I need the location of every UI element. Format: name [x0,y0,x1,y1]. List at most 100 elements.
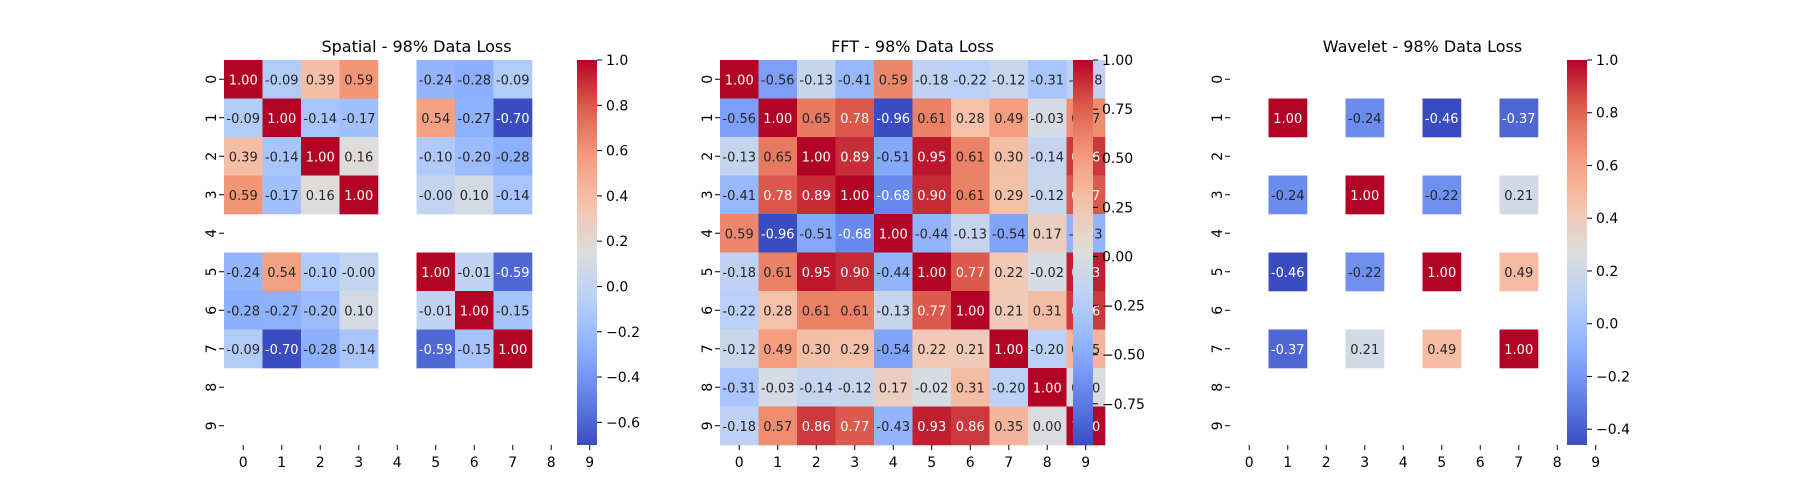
spatial-cell [455,98,494,138]
fft-cell [951,60,990,99]
fft-cell-label: 0.31 [956,381,985,396]
fft-cell [1028,406,1067,446]
fft-x-tick-label: 2 [812,455,821,471]
spatial-cell-label: 0.39 [306,73,335,88]
fft-cell [874,406,913,446]
wavelet-cell [1345,175,1385,215]
spatial-cell [339,137,379,176]
fft-cell [912,60,952,99]
fft-cell [758,252,798,292]
fft-cell [720,175,759,215]
spatial-colorbar-tick-label: 0.2 [606,234,628,250]
spatial-cell [301,60,340,99]
fft-cell-label: 0.49 [994,112,1023,127]
fft-cell-label: 0.86 [802,420,831,435]
spatial-cell [224,175,263,215]
spatial-cell-label: 0.10 [460,189,489,204]
spatial-cell [224,60,263,99]
spatial-cell-label: -0.28 [496,150,530,165]
fft-x-tick-label: 7 [1004,455,1013,471]
fft-cell [720,368,759,407]
spatial-cell [493,175,533,215]
spatial-cell [339,329,379,369]
spatial-x-tick-label: 1 [277,455,286,471]
spatial-cell-label: -0.27 [265,304,299,319]
fft-cell [951,368,990,407]
spatial-cell-label: -0.20 [457,150,491,165]
fft-cell-label: 0.65 [802,112,831,127]
wavelet-cell-label: 0.49 [1504,266,1533,281]
fft-cell-label: -0.96 [761,227,795,242]
wavelet-cell-label: 1.00 [1504,343,1533,358]
spatial-cell [455,252,494,292]
fft-cell [835,368,875,407]
fft-cell [912,98,952,138]
spatial-colorbar-tick-label: 0.4 [606,189,628,205]
fft-cell [1028,60,1067,99]
fft-cell [1028,214,1067,253]
wavelet-cell-label: -0.24 [1348,112,1382,127]
fft-cell [797,291,836,330]
spatial-colorbar [577,60,597,445]
wavelet-cell-label: 0.49 [1427,343,1456,358]
wavelet-cell-label: -0.46 [1425,112,1459,127]
wavelet-colorbar-tick-label: 1.0 [1596,53,1618,69]
fft-colorbar-tick-label: 0.75 [1102,102,1133,118]
spatial-y-tick-label: 5 [204,267,220,276]
wavelet-y-tick-label: 9 [1210,421,1226,430]
spatial-cell [455,329,494,369]
wavelet-cell-label: -0.37 [1271,343,1305,358]
fft-cell [797,98,836,138]
fft-cell [912,252,952,292]
fft-cell [1028,98,1067,138]
fft-cell [912,368,952,407]
fft-cell-label: 0.90 [840,266,869,281]
wavelet-x-tick-label: 7 [1514,455,1523,471]
spatial-cell-label: -0.59 [419,343,453,358]
spatial-cell-label: -0.17 [265,189,299,204]
fft-cell [912,137,952,176]
fft-cell [951,406,990,446]
spatial-cell [493,60,533,99]
fft-cell-label: 1.00 [1033,381,1062,396]
fft-cell-label: 0.86 [956,420,985,435]
wavelet-y-tick-label: 2 [1210,152,1226,161]
wavelet-title: Wavelet - 98% Data Loss [1323,37,1522,56]
fft-cell [951,98,990,138]
spatial-cell-label: 0.59 [229,189,258,204]
fft-cell [797,175,836,215]
fft-cell [912,329,952,369]
spatial-x-tick-label: 2 [316,455,325,471]
fft-cell-label: 1.00 [917,266,946,281]
fft-cell-label: 0.59 [879,73,908,88]
fft-cell [720,137,759,176]
fft-cell-label: -0.96 [876,112,910,127]
fft-cell-label: 0.28 [956,112,985,127]
spatial-cell-label: -0.09 [226,112,260,127]
fft-cell-label: 1.00 [956,304,985,319]
fft-cell-label: 0.35 [994,420,1023,435]
fft-cell-label: -0.02 [1030,266,1064,281]
spatial-cell-label: -0.14 [303,112,337,127]
spatial-x-tick-label: 5 [431,455,440,471]
spatial-cell-label: -0.15 [496,304,530,319]
wavelet-cell-label: -0.37 [1502,112,1536,127]
fft-cell-label: 1.00 [802,150,831,165]
fft-cell-label: -0.14 [799,381,833,396]
spatial-colorbar-tick-label: −0.2 [606,325,640,341]
fft-cell-label: 0.59 [725,227,754,242]
fft-colorbar-tick-label: 0.25 [1102,200,1133,216]
spatial-cell [339,60,379,99]
fft-cell-label: -0.68 [876,189,910,204]
wavelet-x-tick-label: 0 [1245,455,1254,471]
fft-cell [989,137,1029,176]
fft-cell-label: 0.77 [956,266,985,281]
spatial-colorbar-tick-label: 0.6 [606,144,628,160]
spatial-y-tick-label: 8 [204,383,220,392]
fft-cell-label: 0.30 [994,150,1023,165]
spatial-colorbar-tick-label: 0.8 [606,98,628,114]
wavelet-cell [1268,252,1308,292]
fft-cell [874,329,913,369]
